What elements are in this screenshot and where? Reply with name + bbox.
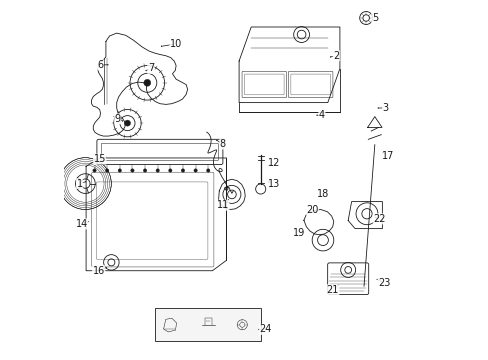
Circle shape: [168, 169, 172, 172]
Bar: [155, 308, 261, 341]
Circle shape: [118, 169, 121, 172]
Text: 12: 12: [267, 158, 280, 168]
Text: 1: 1: [77, 179, 82, 189]
Text: 5: 5: [371, 13, 377, 23]
Circle shape: [206, 169, 209, 172]
Text: 8: 8: [220, 139, 225, 149]
Text: 22: 22: [372, 214, 385, 224]
Text: 7: 7: [147, 63, 154, 73]
Text: 9: 9: [115, 114, 121, 124]
Circle shape: [181, 169, 184, 172]
Text: 11: 11: [216, 200, 228, 210]
Circle shape: [93, 169, 96, 172]
Text: 4: 4: [318, 110, 325, 120]
Text: 6: 6: [97, 60, 103, 70]
Circle shape: [105, 169, 109, 172]
Text: 3: 3: [382, 103, 388, 113]
Circle shape: [143, 79, 150, 86]
Text: 23: 23: [377, 278, 389, 288]
Text: 21: 21: [326, 285, 338, 295]
Text: 18: 18: [316, 189, 328, 199]
Text: 14: 14: [76, 219, 88, 229]
Text: 24: 24: [259, 324, 271, 334]
Text: 13: 13: [267, 179, 280, 189]
Text: 17: 17: [382, 150, 394, 161]
Circle shape: [156, 169, 159, 172]
Circle shape: [143, 169, 146, 172]
Text: 16: 16: [92, 266, 104, 276]
Text: 10: 10: [170, 39, 182, 49]
Text: 2: 2: [332, 51, 339, 61]
Text: 20: 20: [305, 204, 318, 215]
Circle shape: [130, 169, 134, 172]
Circle shape: [194, 169, 197, 172]
Circle shape: [124, 120, 130, 126]
Text: 19: 19: [292, 228, 305, 238]
Text: 15: 15: [93, 154, 106, 164]
